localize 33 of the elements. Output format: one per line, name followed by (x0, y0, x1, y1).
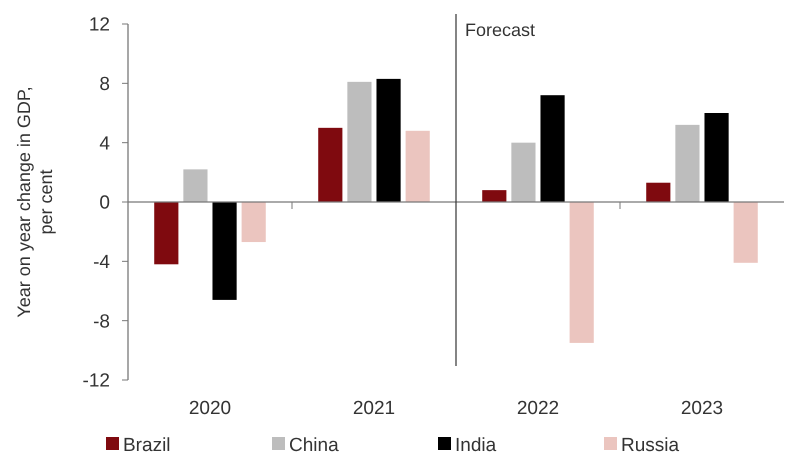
y-tick-label: 8 (99, 74, 110, 95)
y-tick-label: 4 (99, 133, 110, 154)
bar (570, 202, 594, 343)
bar (675, 124, 700, 202)
y-tick-label: -4 (93, 252, 110, 273)
bar (212, 202, 237, 300)
bar (482, 190, 506, 202)
x-tick-label: 2023 (680, 398, 724, 419)
bar (154, 202, 178, 264)
x-tick-label: 2021 (352, 398, 396, 419)
y-tick-label: -12 (82, 370, 110, 392)
bar (347, 82, 372, 202)
bar (511, 142, 536, 202)
y-tick-label: 12 (88, 14, 110, 36)
legend-label: China (289, 435, 340, 456)
x-tick-label: 2020 (188, 398, 232, 419)
legend-label: Brazil (123, 435, 171, 456)
y-axis-title: Year on year change in GDP, per cent (14, 86, 56, 318)
bar (183, 169, 208, 202)
bar (704, 113, 729, 202)
bar (734, 202, 758, 263)
legend-label: Russia (621, 435, 680, 456)
legend-label: India (455, 435, 497, 456)
ref-line-label: Forecast (465, 20, 536, 40)
bar (376, 78, 401, 202)
bar (646, 182, 670, 202)
y-tick-label: -8 (93, 311, 110, 332)
bar (406, 130, 430, 202)
bar (318, 128, 342, 202)
y-tick-label: 0 (99, 192, 110, 214)
x-tick-label: 2022 (516, 398, 560, 419)
bar (540, 95, 565, 202)
bar (242, 202, 266, 242)
